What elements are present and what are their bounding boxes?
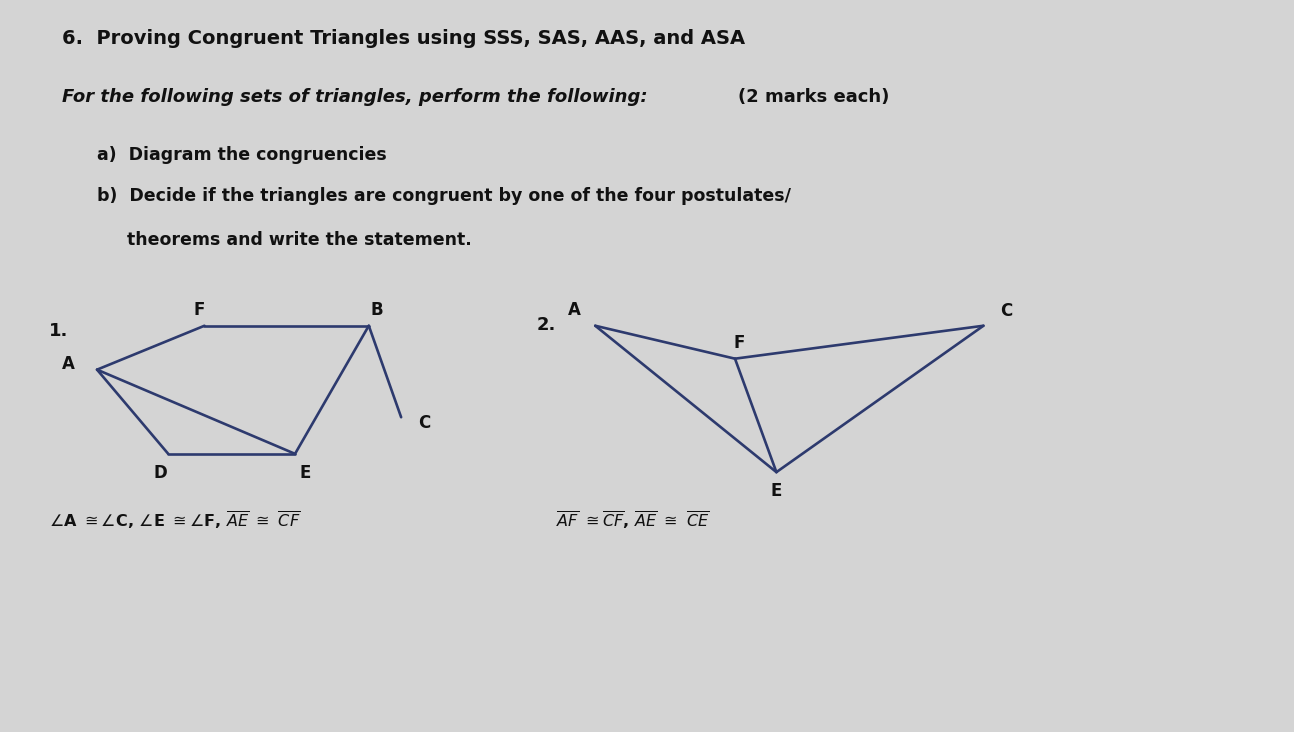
Text: E: E bbox=[771, 482, 782, 500]
Text: $\angle$A $\cong\angle$C, $\angle$E $\cong\angle$F, $\overline{AE}$ $\cong$ $\ov: $\angle$A $\cong\angle$C, $\angle$E $\co… bbox=[49, 509, 300, 531]
Text: A: A bbox=[568, 301, 581, 318]
Text: C: C bbox=[1000, 302, 1013, 320]
Text: D: D bbox=[154, 464, 167, 482]
Text: 6.  Proving Congruent Triangles using SSS, SAS, AAS, and ASA: 6. Proving Congruent Triangles using SSS… bbox=[62, 29, 745, 48]
Text: 2.: 2. bbox=[537, 316, 556, 335]
Text: b)  Decide if the triangles are congruent by one of the four postulates/: b) Decide if the triangles are congruent… bbox=[97, 187, 791, 205]
Text: a)  Diagram the congruencies: a) Diagram the congruencies bbox=[97, 146, 387, 165]
Text: theorems and write the statement.: theorems and write the statement. bbox=[97, 231, 472, 249]
Text: C: C bbox=[418, 414, 431, 432]
Text: B: B bbox=[370, 301, 383, 318]
Text: F: F bbox=[194, 301, 204, 318]
Text: E: E bbox=[300, 464, 311, 482]
Text: A: A bbox=[62, 355, 75, 373]
Text: For the following sets of triangles, perform the following:: For the following sets of triangles, per… bbox=[62, 88, 648, 106]
Text: (2 marks each): (2 marks each) bbox=[738, 88, 889, 106]
Text: 1.: 1. bbox=[49, 322, 69, 340]
Text: F: F bbox=[734, 334, 744, 351]
Text: $\overline{AF}$ $\cong\overline{CF}$, $\overline{AE}$ $\cong$ $\overline{CE}$: $\overline{AF}$ $\cong\overline{CF}$, $\… bbox=[556, 509, 710, 531]
